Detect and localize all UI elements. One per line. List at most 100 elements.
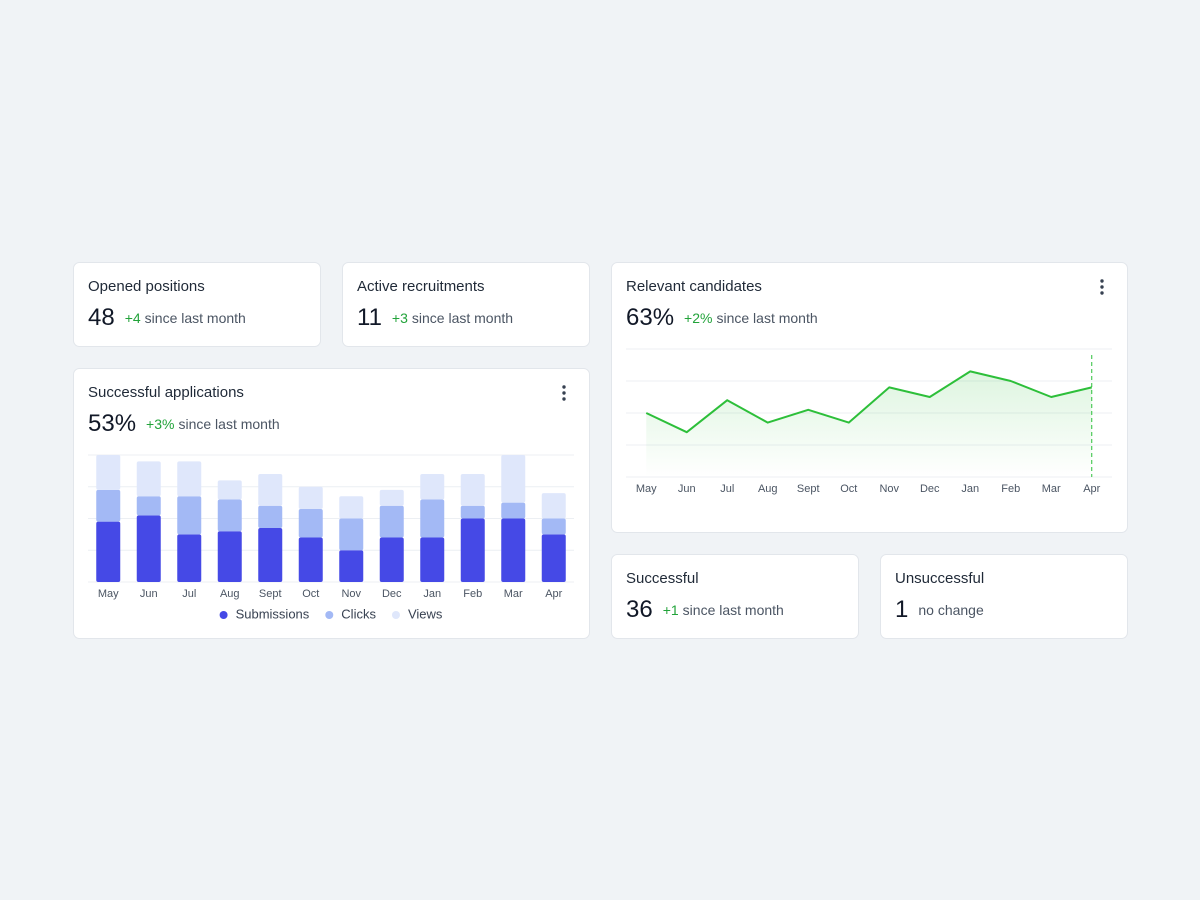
menu-dot	[562, 397, 566, 401]
x-tick-label: Nov	[341, 588, 361, 600]
headline-delta: +3	[392, 310, 408, 326]
bar-segment	[96, 489, 121, 522]
bar-segment	[177, 534, 202, 582]
bar-segment	[420, 474, 445, 500]
more-menu[interactable]	[562, 385, 566, 401]
headline-note: no change	[918, 602, 984, 618]
card-title: Successful applications	[88, 384, 244, 401]
bar-segment	[136, 461, 161, 497]
headline-value: 1	[895, 596, 908, 623]
bar-segment	[96, 455, 121, 490]
bar-segment	[420, 499, 445, 538]
x-tick-label: Nov	[879, 483, 899, 495]
bar-segment	[339, 496, 364, 519]
headline-note: since last month	[145, 310, 246, 326]
bar-segment	[136, 496, 161, 516]
x-tick-label: Mar	[1042, 483, 1061, 495]
card-title: Active recruitments	[357, 278, 485, 295]
x-tick-label: Dec	[920, 483, 940, 495]
card	[611, 554, 859, 639]
x-tick-label: Oct	[302, 588, 319, 600]
bar-segment	[541, 534, 566, 582]
bar-segment	[217, 480, 242, 500]
card	[73, 262, 321, 347]
card-title: Relevant candidates	[626, 278, 762, 295]
x-tick-label: Dec	[382, 588, 402, 600]
headline-note: since last month	[412, 310, 513, 326]
bar-segment	[258, 505, 283, 529]
headline: 36 +1 since last month	[626, 596, 784, 623]
headline-value: 36	[626, 596, 653, 623]
x-tick-label: Feb	[463, 588, 482, 600]
x-tick-label: Jan	[423, 588, 441, 600]
bar-segment	[258, 528, 283, 582]
bar-segment	[177, 461, 202, 497]
headline-delta: +3%	[146, 416, 174, 432]
headline-value: 11	[357, 304, 382, 331]
headline: 11 +3 since last month	[357, 304, 513, 331]
headline: 48 +4 since last month	[88, 304, 246, 331]
bar-segment	[460, 505, 485, 519]
x-tick-label: Jul	[720, 483, 734, 495]
line-area	[646, 371, 1092, 477]
menu-dot	[1100, 291, 1104, 295]
legend-label: Submissions	[236, 606, 310, 621]
x-tick-label: Jun	[140, 588, 158, 600]
menu-dot	[1100, 279, 1104, 283]
x-tick-label: May	[98, 588, 119, 600]
headline-delta: +2%	[684, 310, 712, 326]
x-tick-label: Oct	[840, 483, 857, 495]
card-title: Successful	[626, 570, 699, 587]
headline: 63% +2% since last month	[626, 304, 818, 331]
headline-delta: +1	[663, 602, 679, 618]
x-tick-label: Apr	[1083, 483, 1100, 495]
bar-segment	[217, 499, 242, 532]
bar-segment	[501, 502, 526, 519]
line	[645, 370, 1092, 434]
x-tick-label: Aug	[758, 483, 778, 495]
bar-segment	[96, 521, 121, 582]
headline-value: 53%	[88, 410, 136, 437]
headline-value: 63%	[626, 304, 674, 331]
legend: Submissions Clicks Views	[219, 606, 443, 621]
card-title: Opened positions	[88, 278, 205, 295]
bar-segment	[541, 518, 566, 535]
menu-dot	[562, 385, 566, 389]
card	[73, 368, 590, 639]
bar-segment	[136, 515, 161, 582]
headline-delta: +4	[125, 310, 141, 326]
bar-segment	[420, 537, 445, 582]
bar-segment	[258, 474, 283, 506]
headline: 1 no change	[895, 596, 984, 623]
headline-value: 48	[88, 304, 115, 331]
x-tick-label: May	[636, 483, 657, 495]
bar-segment	[339, 518, 364, 551]
legend-swatch	[391, 611, 400, 619]
x-tick-label: Apr	[545, 588, 562, 600]
bar-segment	[298, 508, 323, 538]
card	[880, 554, 1128, 639]
headline: 53% +3% since last month	[88, 410, 280, 437]
bar-segment	[339, 550, 364, 582]
bar-segment	[501, 518, 526, 582]
card	[342, 262, 590, 347]
card-title: Unsuccessful	[895, 570, 984, 587]
bar-segment	[460, 474, 485, 506]
headline-note: since last month	[178, 416, 279, 432]
legend-swatch	[325, 611, 334, 619]
legend-label: Clicks	[341, 606, 376, 621]
legend-swatch	[219, 611, 228, 619]
bar-segment	[379, 537, 404, 582]
bar-segment	[460, 518, 485, 582]
legend-label: Views	[408, 606, 443, 621]
bar-segment	[217, 531, 242, 582]
menu-dot	[1100, 285, 1104, 289]
x-tick-label: Sept	[259, 588, 282, 600]
menu-dot	[562, 391, 566, 395]
bar-segment	[298, 537, 323, 582]
more-menu[interactable]	[1100, 279, 1104, 295]
bar-segment	[501, 455, 526, 503]
x-tick-label: Feb	[1001, 483, 1020, 495]
